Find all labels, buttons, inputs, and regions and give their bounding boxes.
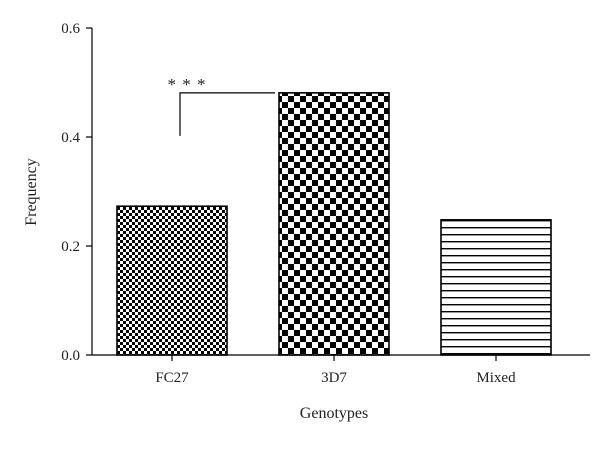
x-tick-label: Mixed [476,370,516,386]
significance-bracket [179,92,275,136]
axes-layer: 0.0 0.2 0.4 0.6 FC27 3D7 Mixed [61,21,590,386]
y-tick-label: 0.4 [61,130,80,146]
y-axis-label: Frequency [23,158,40,226]
y-tick-label: 0.2 [61,239,80,255]
bars-layer [116,92,552,356]
x-axis-label: Genotypes [300,405,368,422]
bar-mixed [440,219,552,356]
y-tick-label: 0.6 [61,21,80,37]
significance-stars: * * * [168,75,207,94]
annotation-layer: * * * [168,75,275,136]
bar-3d7 [278,92,390,356]
x-tick-label: 3D7 [321,370,347,386]
x-tick-label: FC27 [155,370,189,386]
bar-fc27 [116,205,228,356]
y-tick-label: 0.0 [61,348,80,364]
